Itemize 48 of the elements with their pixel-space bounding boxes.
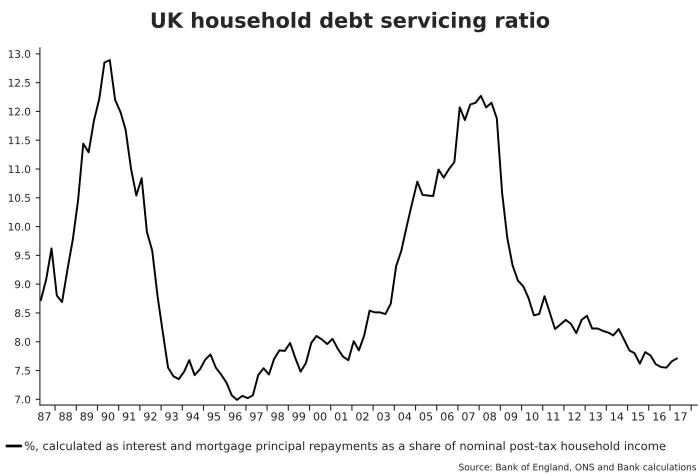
x-tick-label: 17 [674, 412, 687, 420]
x-tick-label: 89 [80, 412, 94, 421]
y-tick-label: 10.5 [8, 194, 30, 202]
legend-label: %, calculated as interest and mortgage principal repayments as a share of nominal post-tax household income [24, 441, 666, 452]
x-tick-label: 90 [102, 412, 114, 421]
x-tick-label: 96 [228, 412, 242, 421]
x-tick-label: 94 [186, 412, 200, 421]
x-tick-label: 12 [568, 412, 580, 420]
x-tick-label: 13 [590, 412, 602, 421]
x-tick-label: 95 [208, 412, 220, 421]
x-tick-label: 07 [462, 412, 475, 421]
x-tick-label: 08 [483, 412, 496, 421]
y-tick-label: 12.0 [8, 108, 30, 116]
x-tick-label: 09 [504, 412, 518, 421]
x-tick-label: 06 [440, 412, 454, 421]
x-tick-label: 04 [398, 412, 412, 421]
x-tick-label: 87 [38, 412, 50, 421]
y-tick-label: 9.5 [14, 252, 30, 260]
x-tick-label: 93 [165, 412, 178, 421]
x-tick-label: 10 [526, 412, 538, 421]
x-tick-label: 03 [377, 412, 390, 421]
x-tick-label: 01 [334, 412, 348, 421]
y-tick-label: 11.0 [8, 165, 30, 174]
y-tick-label: 12.5 [8, 78, 30, 87]
x-tick-label: 92 [144, 412, 156, 421]
y-tick-label: 7.0 [15, 396, 30, 404]
y-tick-label: 10.0 [8, 222, 30, 231]
y-tick-label: 13.0 [8, 50, 30, 58]
x-tick-label: 14 [611, 412, 624, 420]
y-tick-label: 9.0 [14, 280, 30, 288]
y-tick-label: 8.5 [15, 309, 30, 318]
line-series [40, 59, 678, 401]
x-tick-label: 05 [420, 412, 432, 421]
x-tick-label: 16 [653, 412, 666, 421]
x-tick-label: 91 [122, 412, 136, 421]
x-tick-label: 97 [250, 412, 263, 421]
y-tick-label: 8.0 [15, 338, 30, 346]
x-tick-label: 98 [271, 412, 284, 421]
x-tick-label: 00 [314, 412, 326, 421]
x-tick-label: 15 [632, 412, 644, 421]
x-tick-label: 88 [59, 412, 72, 421]
y-tick-label: 11.5 [8, 136, 30, 144]
y-tick-label: 7.5 [15, 366, 30, 375]
x-tick-label: 11 [547, 412, 560, 420]
x-tick-label: 02 [356, 412, 368, 421]
x-tick-label: 99 [292, 412, 306, 421]
source-note: Source: Bank of England, ONS and Bank calculations [459, 463, 696, 472]
chart-title: UK household debt servicing ratio [152, 12, 550, 32]
